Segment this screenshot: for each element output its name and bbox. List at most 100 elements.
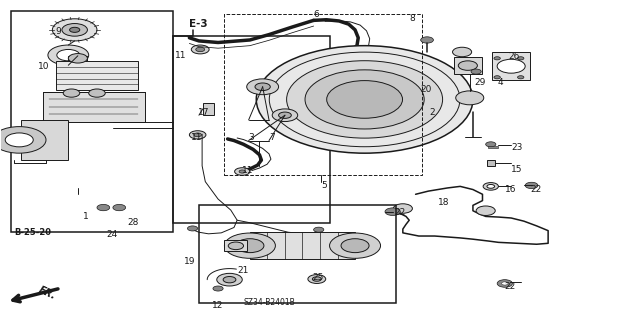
Circle shape [113, 204, 125, 211]
Circle shape [452, 47, 472, 57]
Circle shape [217, 273, 243, 286]
Circle shape [420, 37, 433, 43]
Circle shape [287, 61, 443, 138]
Text: 23: 23 [511, 143, 522, 152]
Circle shape [97, 204, 109, 211]
Text: 9: 9 [56, 27, 61, 36]
Circle shape [68, 54, 88, 63]
Text: 22: 22 [394, 208, 406, 217]
Circle shape [518, 57, 524, 60]
Circle shape [191, 45, 209, 54]
Circle shape [525, 182, 538, 189]
Text: 25: 25 [312, 273, 324, 282]
Text: 26: 26 [508, 52, 519, 61]
Circle shape [326, 81, 403, 118]
Text: B-25-20: B-25-20 [14, 228, 51, 237]
Circle shape [494, 76, 500, 79]
Circle shape [394, 204, 412, 213]
Text: 15: 15 [511, 165, 523, 174]
Circle shape [330, 233, 381, 258]
Circle shape [307, 70, 323, 79]
Circle shape [239, 170, 246, 173]
Circle shape [312, 277, 321, 281]
Circle shape [518, 76, 524, 79]
Text: 18: 18 [438, 198, 449, 207]
Text: 28: 28 [127, 218, 139, 227]
Bar [199, 205, 396, 303]
Text: 22: 22 [531, 185, 541, 194]
Circle shape [458, 61, 477, 70]
Bar [20, 120, 68, 160]
Text: 22: 22 [505, 282, 516, 291]
Circle shape [476, 206, 495, 215]
Text: 20: 20 [420, 85, 432, 94]
Circle shape [305, 70, 424, 129]
Bar [68, 56, 88, 62]
Bar [487, 160, 495, 166]
Bar [488, 145, 499, 148]
Bar [492, 52, 531, 80]
Bar [250, 232, 355, 259]
Circle shape [5, 133, 33, 147]
Bar [203, 103, 214, 115]
Circle shape [278, 112, 291, 118]
Text: 3: 3 [248, 133, 254, 142]
Circle shape [225, 233, 275, 258]
Circle shape [89, 89, 105, 97]
Circle shape [308, 275, 326, 284]
Circle shape [223, 277, 236, 283]
Circle shape [57, 49, 80, 61]
Circle shape [188, 226, 198, 231]
Circle shape [502, 282, 508, 285]
Text: 19: 19 [184, 257, 196, 266]
Text: 11: 11 [175, 51, 186, 60]
Text: 11: 11 [191, 133, 203, 142]
Text: 7: 7 [269, 133, 275, 142]
Bar [225, 14, 422, 175]
Circle shape [213, 286, 223, 291]
Bar [11, 11, 173, 232]
Circle shape [62, 24, 88, 36]
Circle shape [256, 46, 473, 153]
Text: 5: 5 [321, 181, 327, 190]
Text: 17: 17 [198, 108, 209, 116]
Circle shape [0, 127, 46, 153]
Text: 21: 21 [237, 266, 248, 275]
Circle shape [487, 184, 495, 188]
Circle shape [341, 239, 369, 253]
Text: 10: 10 [38, 62, 49, 71]
Circle shape [385, 208, 400, 215]
Text: 1: 1 [83, 212, 89, 221]
Circle shape [497, 59, 525, 73]
Text: FR.: FR. [37, 285, 58, 301]
Circle shape [272, 109, 298, 122]
Circle shape [236, 239, 264, 253]
Circle shape [471, 69, 481, 74]
Text: 29: 29 [474, 78, 486, 86]
Circle shape [48, 45, 89, 65]
Circle shape [497, 280, 513, 287]
Bar [454, 57, 483, 74]
Circle shape [194, 133, 202, 137]
Circle shape [314, 227, 324, 232]
Text: SZ34-B2401B: SZ34-B2401B [244, 298, 295, 307]
Circle shape [246, 79, 278, 95]
Text: 16: 16 [505, 185, 516, 194]
Circle shape [235, 168, 250, 175]
Text: 24: 24 [106, 230, 118, 239]
Bar [225, 240, 246, 251]
Circle shape [70, 27, 80, 33]
Text: 6: 6 [314, 10, 319, 19]
Text: 2: 2 [429, 108, 435, 116]
Bar [173, 36, 330, 223]
Circle shape [52, 19, 97, 41]
Circle shape [483, 182, 499, 190]
Text: 4: 4 [497, 78, 503, 86]
Circle shape [486, 142, 496, 147]
Bar [43, 92, 145, 122]
Text: 12: 12 [212, 301, 223, 310]
Bar [56, 62, 138, 90]
Text: E-3: E-3 [189, 19, 208, 28]
Circle shape [228, 242, 244, 250]
Text: 11: 11 [243, 166, 253, 175]
